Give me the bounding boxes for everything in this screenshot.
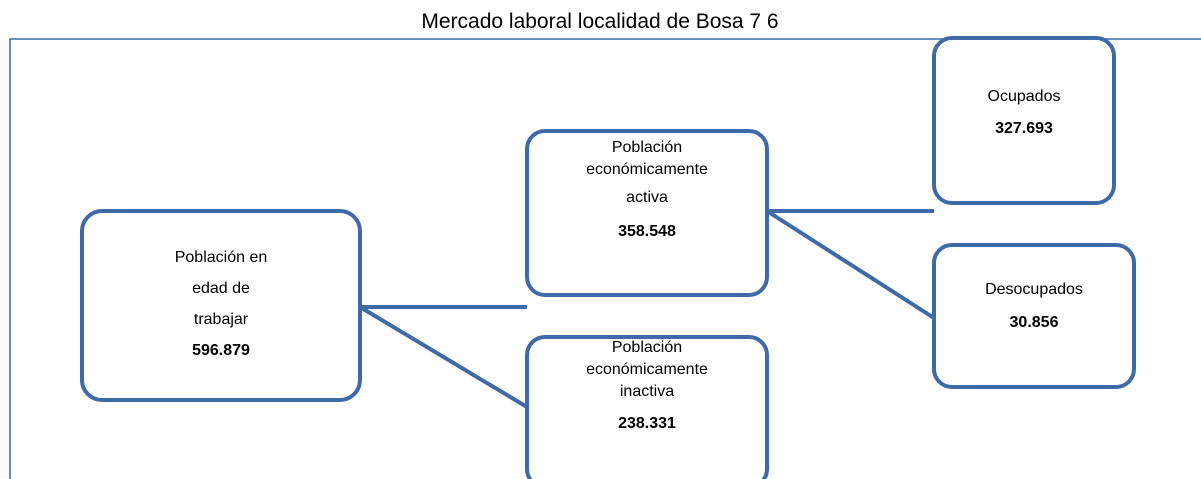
- node-box: [932, 243, 1136, 389]
- node-label: Población en: [175, 249, 268, 266]
- connector: [358, 305, 529, 409]
- node-label: económicamente: [586, 361, 708, 378]
- node-value: 30.856: [1010, 314, 1059, 331]
- node-box: [525, 129, 769, 297]
- node-label: trabajar: [194, 311, 249, 328]
- node-value: 327.693: [995, 120, 1053, 137]
- node-0: Población en edad de trabajar 596.879: [175, 249, 268, 359]
- node-label: Población: [612, 339, 682, 356]
- node-value: 238.331: [618, 415, 676, 432]
- node-label: económicamente: [586, 161, 708, 178]
- node-label: Desocupados: [985, 281, 1083, 298]
- node-box: [932, 36, 1116, 205]
- title: Mercado laboral localidad de Bosa 7 6: [421, 10, 778, 33]
- frame: [9, 38, 1201, 479]
- node-box: [80, 209, 362, 402]
- connector: [765, 209, 936, 320]
- node-label: Ocupados: [988, 88, 1061, 105]
- node-2: Población económicamente inactiva 238.33…: [586, 339, 708, 432]
- node-box: [525, 335, 769, 479]
- node-label: Población: [612, 139, 682, 156]
- node-value: 596.879: [192, 342, 250, 359]
- node-label: activa: [626, 189, 668, 206]
- node-label: edad de: [192, 280, 250, 297]
- node-1: Población económicamente activa 358.548: [586, 139, 708, 240]
- node-4: Desocupados 30.856: [985, 281, 1083, 331]
- node-label: inactiva: [620, 383, 674, 400]
- node-3: Ocupados 327.693: [988, 88, 1061, 137]
- node-value: 358.548: [618, 223, 676, 240]
